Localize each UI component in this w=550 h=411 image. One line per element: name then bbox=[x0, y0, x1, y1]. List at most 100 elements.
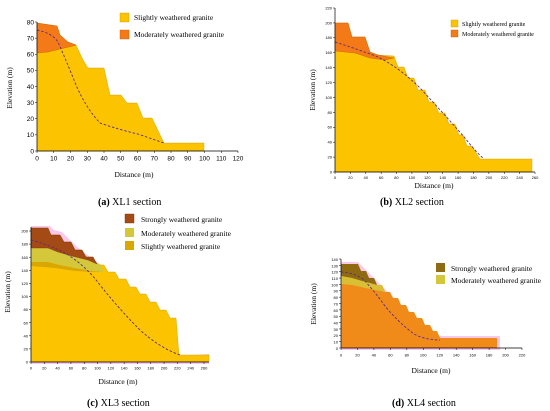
xl2-y-tick-label: 180 bbox=[325, 35, 332, 40]
xl1-moderately-weathered-layer bbox=[36, 22, 77, 54]
xl2-x-tick-label: 200 bbox=[486, 175, 493, 180]
xl3-x-tick-label: 180 bbox=[147, 366, 154, 371]
xl2-x-tick-label: 220 bbox=[501, 175, 508, 180]
xl3-legend-swatch-strongly bbox=[124, 213, 135, 224]
xl4-x-tick-label: 160 bbox=[469, 353, 476, 358]
xl4-y-tick-label: 90 bbox=[334, 289, 339, 294]
xl4-x-tick-label: 60 bbox=[388, 353, 393, 358]
xl4-y-tick-label: 40 bbox=[334, 320, 339, 325]
xl2-legend-label-moderately: Moderately weathered granite bbox=[462, 32, 534, 38]
xl2-y-tick-label: 140 bbox=[325, 65, 332, 70]
panel-xl3: 0 20 40 60 80 100 120 140 160 180 200 220 240 260 0 20… bbox=[3, 213, 232, 409]
xl2-x-tick-label: 80 bbox=[394, 175, 399, 180]
xl4-y-tick-label: 30 bbox=[334, 327, 339, 332]
xl3-y-tick-label: 0 bbox=[26, 360, 29, 365]
xl1-legend-swatch-moderately bbox=[119, 29, 130, 40]
xl4-x-tick-label: 20 bbox=[355, 353, 360, 358]
xl4-x-tick-label: 80 bbox=[405, 353, 410, 358]
xl2-x-tick-label: 180 bbox=[470, 175, 477, 180]
xl3-legend-label-moderately: Moderately weathered granite bbox=[141, 229, 232, 238]
xl4-y-tick-label: 100 bbox=[331, 282, 338, 287]
xl3-x-tick-label: 40 bbox=[55, 366, 60, 371]
xl1-legend-label-slightly: Slightly weathered granite bbox=[134, 13, 214, 22]
xl3-x-tick-label: 60 bbox=[69, 366, 74, 371]
xl3-x-tick-label: 220 bbox=[174, 366, 181, 371]
xl1-legend: Slightly weathered granite Moderately we… bbox=[119, 12, 225, 40]
xl4-x-ticks: 0 20 40 60 80 100 120 140 160 180 200 220 bbox=[340, 348, 526, 358]
xl2-x-axis-label: Distance (m) bbox=[415, 181, 454, 190]
xl2-moderately-weathered-layer bbox=[334, 22, 395, 61]
xl1-x-tick-label: 40 bbox=[100, 156, 108, 163]
xl4-legend: Strongly weathered granite Moderately we… bbox=[436, 263, 542, 285]
xl2-legend-swatch-slightly bbox=[450, 19, 459, 28]
xl1-x-tick-label: 100 bbox=[199, 156, 210, 163]
xl2-y-tick-label: 120 bbox=[325, 80, 332, 85]
xl3-x-tick-label: 240 bbox=[187, 366, 194, 371]
xl3-caption: (c) XL3 section bbox=[87, 398, 150, 409]
xl3-x-axis-label: Distance (m) bbox=[99, 377, 138, 386]
xl1-x-axis-label: Distance (m) bbox=[115, 170, 154, 179]
xl3-y-ticks: 0 20 40 60 80 100 120 140 160 180 200 bbox=[21, 229, 31, 365]
xl3-moderately-weathered-layer bbox=[31, 248, 104, 272]
xl2-x-tick-label: 0 bbox=[334, 175, 337, 180]
xl4-y-tick-label: 110 bbox=[332, 276, 339, 281]
xl2-y-tick-label: 160 bbox=[325, 50, 332, 55]
xl1-y-axis-label: Elevation (m) bbox=[5, 67, 14, 109]
xl2-legend-label-slightly: Slightly weathered granite bbox=[462, 22, 526, 28]
xl3-x-tick-label: 260 bbox=[201, 366, 208, 371]
xl2-x-ticks: 0 20 40 60 80 100 120 140 160 180 200 220 240 260 bbox=[334, 172, 539, 180]
xl2-x-tick-label: 140 bbox=[439, 175, 446, 180]
xl4-x-tick-label: 200 bbox=[502, 353, 509, 358]
xl3-legend-swatch-moderately bbox=[125, 228, 134, 237]
xl2-legend-swatch-moderately bbox=[450, 29, 459, 38]
xl4-y-tick-label: 20 bbox=[334, 333, 339, 338]
xl2-y-tick-label: 0 bbox=[330, 169, 333, 174]
xl4-y-tick-label: 130 bbox=[331, 263, 338, 268]
xl1-y-tick-label: 10 bbox=[27, 132, 35, 139]
xl3-y-tick-label: 160 bbox=[21, 255, 28, 260]
xl2-caption: (b) XL2 section bbox=[380, 197, 444, 208]
xl1-x-tick-label: 20 bbox=[67, 156, 75, 163]
xl3-legend-label-strongly: Strongly weathered granite bbox=[141, 215, 223, 224]
xl1-slip-surface bbox=[36, 29, 165, 144]
xl3-y-tick-label: 80 bbox=[24, 307, 29, 312]
xl4-x-tick-label: 180 bbox=[486, 353, 493, 358]
xl4-x-tick-label: 140 bbox=[453, 353, 460, 358]
xl3-x-tick-label: 100 bbox=[94, 366, 101, 371]
xl4-legend-swatch-strongly bbox=[436, 263, 445, 272]
xl1-x-tick-label: 80 bbox=[167, 156, 175, 163]
xl1-y-tick-label: 60 bbox=[27, 52, 35, 59]
xl2-legend: Slightly weathered granite Moderately we… bbox=[450, 19, 534, 38]
xl2-x-tick-label: 260 bbox=[532, 175, 539, 180]
xl1-x-tick-label: 10 bbox=[50, 156, 58, 163]
panel-xl1: 0 10 20 30 40 50 60 70 80 90 100 110 120 0 10 20 30 40 50… bbox=[5, 12, 244, 208]
xl4-y-tick-label: 60 bbox=[334, 308, 339, 313]
xl1-caption: (a) XL1 section bbox=[98, 197, 161, 208]
xl3-legend-swatch-slightly bbox=[125, 241, 134, 250]
xl2-y-tick-label: 100 bbox=[325, 95, 332, 100]
xl2-x-tick-label: 60 bbox=[379, 175, 384, 180]
xl3-y-tick-label: 100 bbox=[21, 294, 28, 299]
xl3-legend-label-slightly: Slightly weathered granite bbox=[141, 242, 221, 251]
xl1-x-tick-label: 30 bbox=[84, 156, 92, 163]
xl4-x-tick-label: 120 bbox=[436, 353, 443, 358]
xl4-x-tick-label: 0 bbox=[340, 353, 343, 358]
xl3-y-tick-label: 60 bbox=[24, 320, 29, 325]
xl4-slip-surface bbox=[340, 271, 441, 341]
xl1-y-tick-label: 70 bbox=[27, 35, 35, 42]
xl3-y-tick-label: 180 bbox=[21, 242, 28, 247]
xl2-x-tick-label: 100 bbox=[409, 175, 416, 180]
panel-xl4: 0 20 40 60 80 100 120 140 160 180 200 220 010203040… bbox=[309, 257, 542, 409]
xl4-y-tick-label: 140 bbox=[331, 257, 338, 262]
xl3-y-tick-label: 20 bbox=[24, 346, 29, 351]
xl2-y-ticks: 0 20 40 60 80 100 120 140 160 180 200 220 bbox=[325, 5, 335, 174]
xl4-y-axis-label: Elevation (m) bbox=[309, 283, 318, 325]
xl1-x-tick-label: 70 bbox=[151, 156, 159, 163]
xl2-x-tick-label: 40 bbox=[364, 175, 369, 180]
xl3-slip-surface bbox=[30, 239, 181, 356]
xl3-x-tick-label: 140 bbox=[121, 366, 128, 371]
xl4-x-tick-label: 40 bbox=[372, 353, 377, 358]
xl1-y-ticks: 0 10 20 30 40 50 60 70 80 bbox=[27, 19, 37, 155]
